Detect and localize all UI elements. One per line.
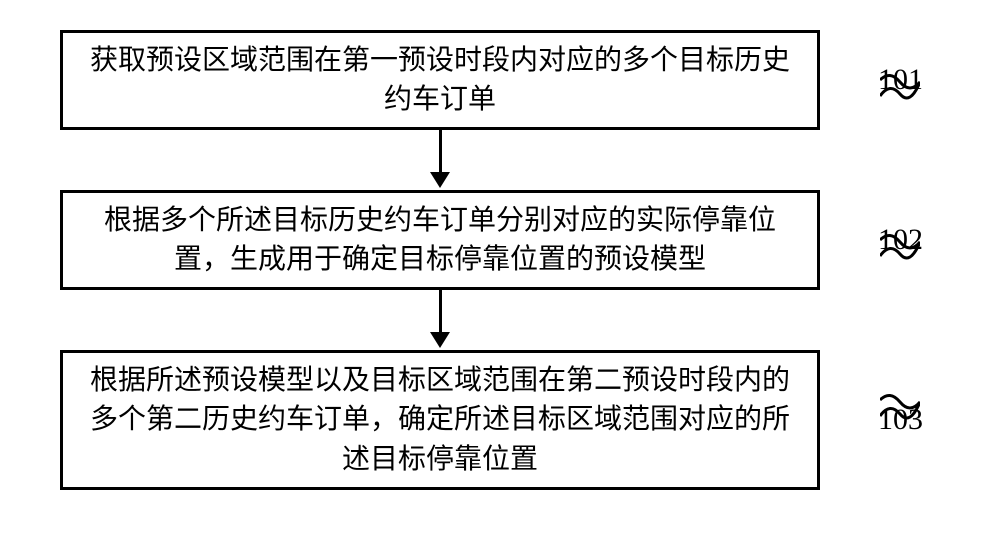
step-row-101: 获取预设区域范围在第一预设时段内对应的多个目标历史约车订单 101 <box>60 30 940 130</box>
step-box-101: 获取预设区域范围在第一预设时段内对应的多个目标历史约车订单 <box>60 30 820 130</box>
step-row-102: 根据多个所述目标历史约车订单分别对应的实际停靠位置，生成用于确定目标停靠位置的预… <box>60 190 940 290</box>
step-label-text-101: 101 <box>878 63 923 96</box>
step-row-103: 根据所述预设模型以及目标区域范围在第二预设时段内的多个第二历史约车订单，确定所述… <box>60 350 940 490</box>
step-label-text-103: 103 <box>878 403 923 436</box>
arrow-head-2 <box>430 332 450 348</box>
flowchart-container: 获取预设区域范围在第一预设时段内对应的多个目标历史约车订单 101 根据多个所述… <box>60 30 940 490</box>
step-label-102: 102 <box>878 223 923 257</box>
arrow-line-1 <box>439 130 442 172</box>
step-box-103: 根据所述预设模型以及目标区域范围在第二预设时段内的多个第二历史约车订单，确定所述… <box>60 350 820 490</box>
step-text-103: 根据所述预设模型以及目标区域范围在第二预设时段内的多个第二历史约车订单，确定所述… <box>83 361 797 479</box>
connector-102-103 <box>60 290 820 350</box>
step-text-102: 根据多个所述目标历史约车订单分别对应的实际停靠位置，生成用于确定目标停靠位置的预… <box>83 201 797 279</box>
step-label-103: 103 <box>878 403 923 437</box>
arrow-head-1 <box>430 172 450 188</box>
arrow-line-2 <box>439 290 442 332</box>
step-text-101: 获取预设区域范围在第一预设时段内对应的多个目标历史约车订单 <box>83 41 797 119</box>
step-label-text-102: 102 <box>878 223 923 256</box>
step-label-101: 101 <box>878 63 923 97</box>
step-box-102: 根据多个所述目标历史约车订单分别对应的实际停靠位置，生成用于确定目标停靠位置的预… <box>60 190 820 290</box>
connector-101-102 <box>60 130 820 190</box>
